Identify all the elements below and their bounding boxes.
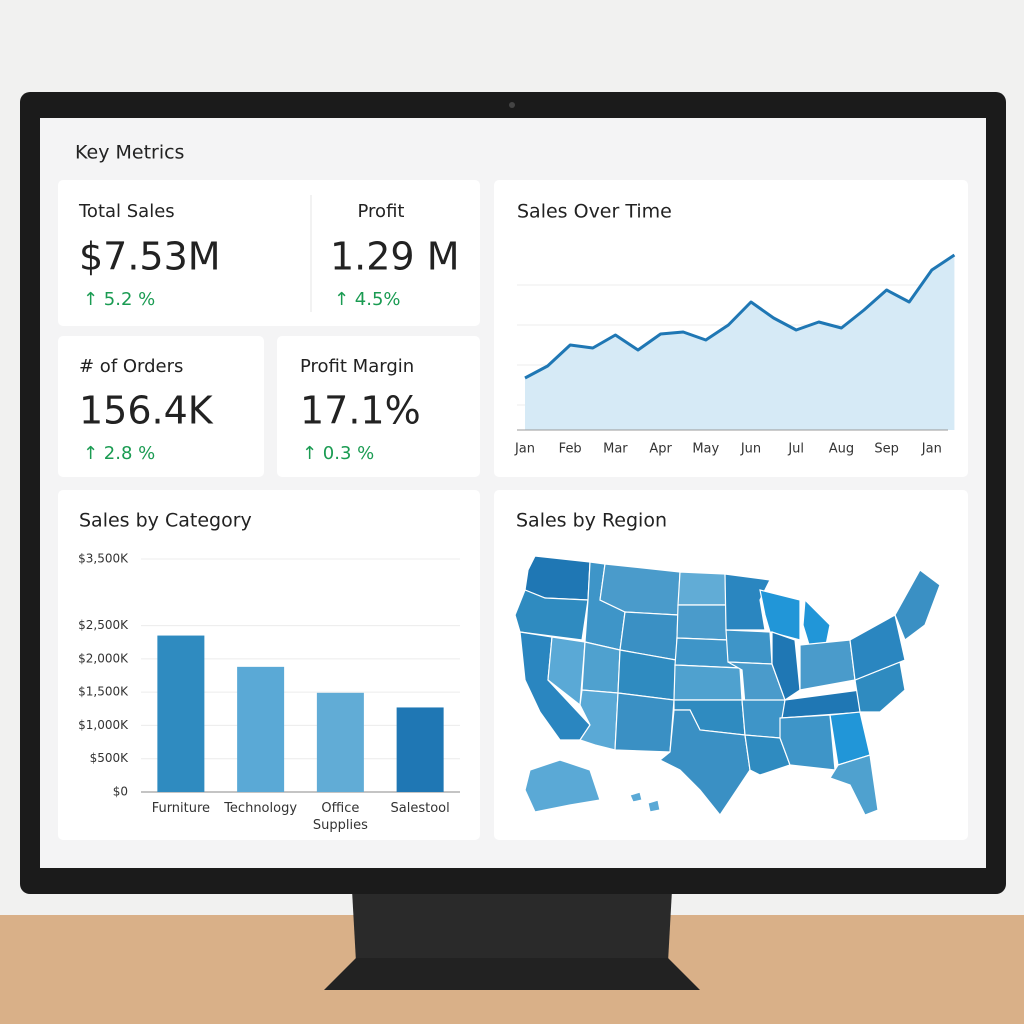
region [658,709,751,817]
area-fill [525,255,955,430]
x-tick-label: Jan [921,442,942,457]
stand-neck [352,890,672,962]
x-tick-label: Aug [829,442,854,457]
region [629,791,643,803]
y-tick-label: $3,500K [78,552,129,566]
chart-title: Sales by Category [79,510,252,532]
x-tick-label: Furniture [151,801,211,816]
x-tick-label: Jun [740,442,761,457]
region [514,589,589,641]
x-tick-label-box: Salestool [390,801,450,816]
bar [316,692,364,792]
y-tick-label: $500K [90,751,130,765]
metric-label: Profit [358,201,405,222]
metric-change: ↑ 4.5% [334,289,401,310]
x-tick-label: Feb [559,442,582,457]
y-tick-label: $2,500K [78,618,129,632]
region [647,799,661,813]
card [277,336,480,477]
x-tick-label: Apr [649,442,672,457]
x-tick-label: Sep [874,442,899,457]
metric-label: Total Sales [78,201,175,222]
region [725,629,773,665]
metric-change: ↑ 2.8 % [83,443,155,464]
metric-value: 17.1% [300,389,421,433]
region [744,734,791,776]
region [524,759,601,813]
x-tick-label: Office Supplies [312,801,368,833]
metric-label: Profit Margin [300,356,414,377]
stand-base [324,958,700,990]
bar [396,707,444,792]
x-tick-label-box: Office Supplies [312,801,368,833]
card [58,336,264,477]
x-tick-label: Mar [603,442,628,457]
us-map [514,555,941,817]
map-title: Sales by Region [516,510,667,532]
bar [157,635,205,792]
region [849,614,906,681]
region [829,754,879,816]
y-tick-label: $1,500K [78,685,129,699]
region [676,604,729,641]
y-tick-label: $1,000K [78,718,129,732]
x-tick-label: Salestool [390,801,450,816]
x-tick-label: Technology [224,801,298,816]
metric-value: 156.4K [79,389,214,433]
region [581,641,621,694]
x-tick-label-box: Technology [224,801,298,816]
x-tick-label: May [692,442,719,457]
region [614,692,675,753]
region [894,569,941,641]
metric-change: ↑ 5.2 % [83,289,155,310]
x-tick-label: Jan [514,442,535,457]
page-title: Key Metrics [75,142,184,164]
metric-change: ↑ 0.3 % [302,443,374,464]
region [771,631,801,701]
chart-title: Sales Over Time [517,201,672,223]
metric-value: 1.29 M [330,235,459,279]
x-tick-label: Jul [787,442,804,457]
line [524,253,956,380]
y-tick-label: $2,000K [78,651,129,665]
camera [509,102,515,108]
region [673,664,743,701]
region [741,699,786,739]
metric-label: # of Orders [79,356,183,377]
cards [58,180,968,840]
bar [237,666,285,792]
region [677,571,727,606]
metric-value: $7.53M [79,235,221,279]
y-tick-label: $0 [113,785,128,799]
x-tick-label-box: Furniture [151,801,211,816]
card [58,180,480,326]
region [779,714,836,771]
region [724,573,771,631]
